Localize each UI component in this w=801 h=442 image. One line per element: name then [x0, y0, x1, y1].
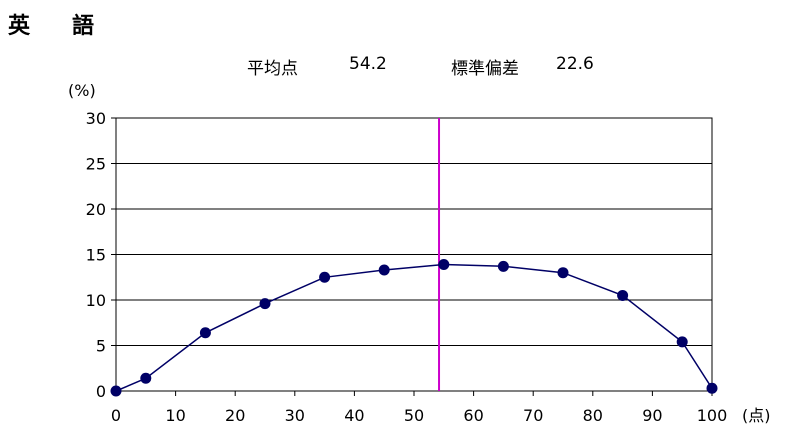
- data-point: [378, 264, 390, 276]
- x-tick-label: 100: [697, 406, 728, 425]
- x-tick-label: 40: [344, 406, 364, 425]
- series-line: [115, 263, 713, 392]
- data-point: [438, 259, 450, 271]
- mean-label: 平均点: [247, 59, 298, 79]
- y-tick-label: 30: [86, 109, 106, 128]
- x-tick-label: 70: [523, 406, 543, 425]
- y-axis-label: (%): [68, 81, 96, 100]
- data-point: [706, 382, 718, 394]
- sd-value: 22.6: [556, 54, 594, 74]
- data-point: [617, 289, 629, 301]
- data-point: [557, 267, 569, 279]
- y-tick-label: 20: [86, 200, 106, 219]
- sd-label: 標準偏差: [451, 59, 519, 79]
- data-point: [259, 298, 271, 310]
- y-tick-label: 10: [86, 291, 106, 310]
- mean-value: 54.2: [349, 54, 387, 74]
- data-point: [140, 372, 152, 384]
- x-tick-label: 30: [285, 406, 305, 425]
- y-tick-label: 25: [86, 155, 106, 174]
- x-tick-label: 0: [111, 406, 121, 425]
- x-tick-label: 90: [642, 406, 662, 425]
- data-point: [199, 327, 211, 339]
- data-point: [110, 385, 122, 397]
- x-tick-label: 80: [583, 406, 603, 425]
- data-point: [497, 260, 509, 272]
- y-tick-label: 15: [86, 246, 106, 265]
- y-tick-label: 5: [96, 337, 106, 356]
- x-tick-label: 20: [225, 406, 245, 425]
- x-tick-label: 50: [404, 406, 424, 425]
- data-point: [676, 336, 688, 348]
- x-axis-label: (点): [742, 406, 771, 425]
- data-point: [319, 271, 331, 283]
- y-tick-label: 0: [96, 382, 106, 401]
- x-tick-label: 10: [165, 406, 185, 425]
- x-tick-label: 60: [463, 406, 483, 425]
- subject-title: 英 語: [8, 14, 105, 39]
